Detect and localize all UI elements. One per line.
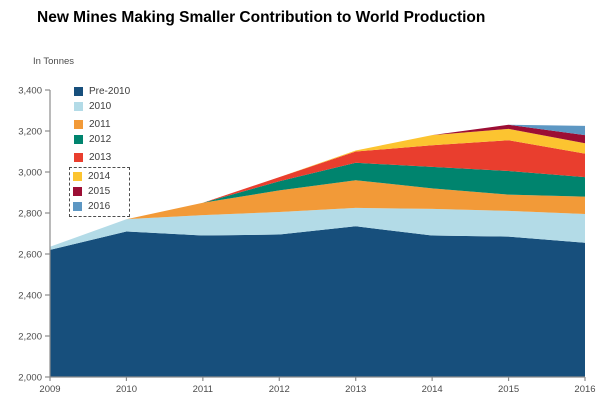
legend-swatch-2010 [74, 102, 83, 111]
x-axis-tick-label: 2014 [422, 384, 443, 395]
y-axis-tick-label: 3,400 [18, 86, 42, 97]
x-axis-tick-label: 2015 [498, 384, 519, 395]
y-axis-tick-label: 2,800 [18, 209, 42, 220]
legend-item-2010: 2010 [74, 99, 130, 114]
legend-highlight-box: 2014 2015 2016 [69, 167, 131, 217]
legend-label-2013: 2013 [89, 152, 112, 163]
legend-label-2012: 2012 [89, 134, 112, 145]
legend-swatch-2013 [74, 153, 83, 162]
y-axis-tick-label: 3,000 [18, 168, 42, 179]
y-axis-unit-label: In Tonnes [33, 56, 75, 67]
legend-label-pre-2010: Pre-2010 [89, 86, 131, 97]
chart-legend: Pre-2010 2010 2011 2012 2013 2014 2015 2016 [69, 84, 131, 217]
legend-item-2015: 2015 [73, 184, 123, 199]
x-axis-tick-label: 2009 [39, 384, 60, 395]
legend-swatch-2016 [73, 202, 82, 211]
legend-item-2016: 2016 [73, 199, 123, 214]
y-axis-tick-label: 2,600 [18, 250, 42, 261]
x-axis-tick-label: 2016 [574, 384, 595, 395]
area-series-2011 [50, 180, 585, 247]
legend-swatch-2014 [73, 172, 82, 181]
legend-swatch-2012 [74, 135, 83, 144]
legend-swatch-2015 [73, 187, 82, 196]
legend-label-2010: 2010 [89, 101, 112, 112]
y-axis-tick-label: 2,000 [18, 373, 42, 384]
area-series-2012 [50, 162, 585, 247]
legend-label-2011: 2011 [89, 119, 111, 130]
legend-label-2014: 2014 [88, 171, 111, 182]
legend-item-2013: 2013 [74, 150, 130, 165]
area-series-2010 [50, 207, 585, 250]
y-axis-tick-label: 2,400 [18, 291, 42, 302]
x-axis-tick-label: 2012 [269, 384, 290, 395]
legend-item-2012: 2012 [74, 132, 130, 147]
y-axis-tick-label: 3,200 [18, 127, 42, 138]
area-series-2013 [50, 140, 585, 247]
area-series-2014 [50, 128, 585, 247]
area-series-pre-2010 [50, 226, 585, 377]
legend-label-2015: 2015 [88, 186, 111, 197]
x-axis-tick-label: 2011 [193, 384, 213, 395]
legend-item-pre-2010: Pre-2010 [74, 84, 130, 99]
y-axis-tick-label: 2,200 [18, 332, 42, 343]
legend-swatch-pre-2010 [74, 87, 83, 96]
x-axis-tick-label: 2013 [345, 384, 366, 395]
legend-item-2014: 2014 [73, 169, 123, 184]
legend-label-2016: 2016 [88, 201, 111, 212]
x-axis-tick-label: 2010 [116, 384, 137, 395]
legend-swatch-2011 [74, 120, 83, 129]
legend-item-2011: 2011 [74, 117, 130, 132]
chart-title: New Mines Making Smaller Contribution to… [37, 9, 486, 26]
